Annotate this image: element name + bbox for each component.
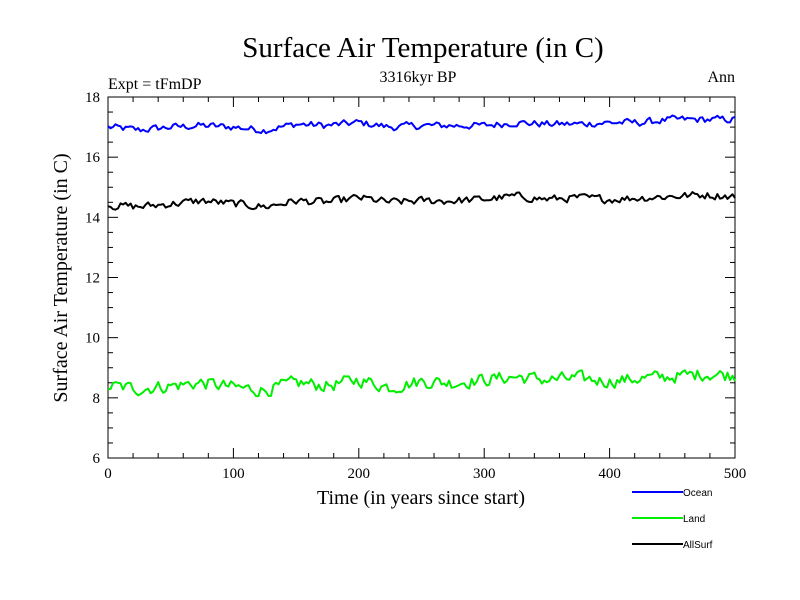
x-tick-label: 200 (348, 466, 371, 482)
y-tick-label: 14 (85, 210, 101, 226)
y-tick-label: 6 (93, 451, 101, 467)
legend-label-ocean: Ocean (683, 488, 712, 499)
legend-label-allsurf: AllSurf (683, 540, 713, 551)
experiment-label: Expt = tFmDP (108, 76, 202, 93)
y-tick-label: 16 (85, 150, 101, 166)
season-label: Ann (707, 69, 735, 86)
legend: Ocean Land AllSurf (632, 488, 713, 551)
series-line-land (107, 369, 736, 398)
y-tick-labels: 6 8 10 12 14 16 18 (85, 90, 101, 467)
series-line-ocean (107, 114, 736, 135)
x-tick-labels: 0 100 200 300 400 500 (104, 466, 746, 482)
x-axis-label: Time (in years since start) (317, 487, 525, 509)
y-tick-label: 12 (85, 271, 100, 287)
chart-subtitle: 3316kyr BP (380, 69, 457, 86)
legend-label-land: Land (683, 514, 705, 525)
plot-frame (107, 96, 736, 459)
x-tick-label: 0 (104, 466, 112, 482)
axis-ticks (107, 96, 736, 459)
x-tick-label: 400 (598, 466, 621, 482)
x-tick-label: 300 (473, 466, 496, 482)
y-tick-label: 18 (85, 90, 100, 106)
series-line-allsurf (107, 191, 736, 211)
y-tick-label: 8 (93, 391, 101, 407)
chart-title: Surface Air Temperature (in C) (242, 32, 603, 64)
x-tick-label: 500 (724, 466, 747, 482)
y-tick-label: 10 (85, 331, 100, 347)
series-lines (107, 114, 736, 398)
y-axis-label: Surface Air Temperature (in C) (50, 153, 72, 402)
x-tick-label: 100 (222, 466, 245, 482)
